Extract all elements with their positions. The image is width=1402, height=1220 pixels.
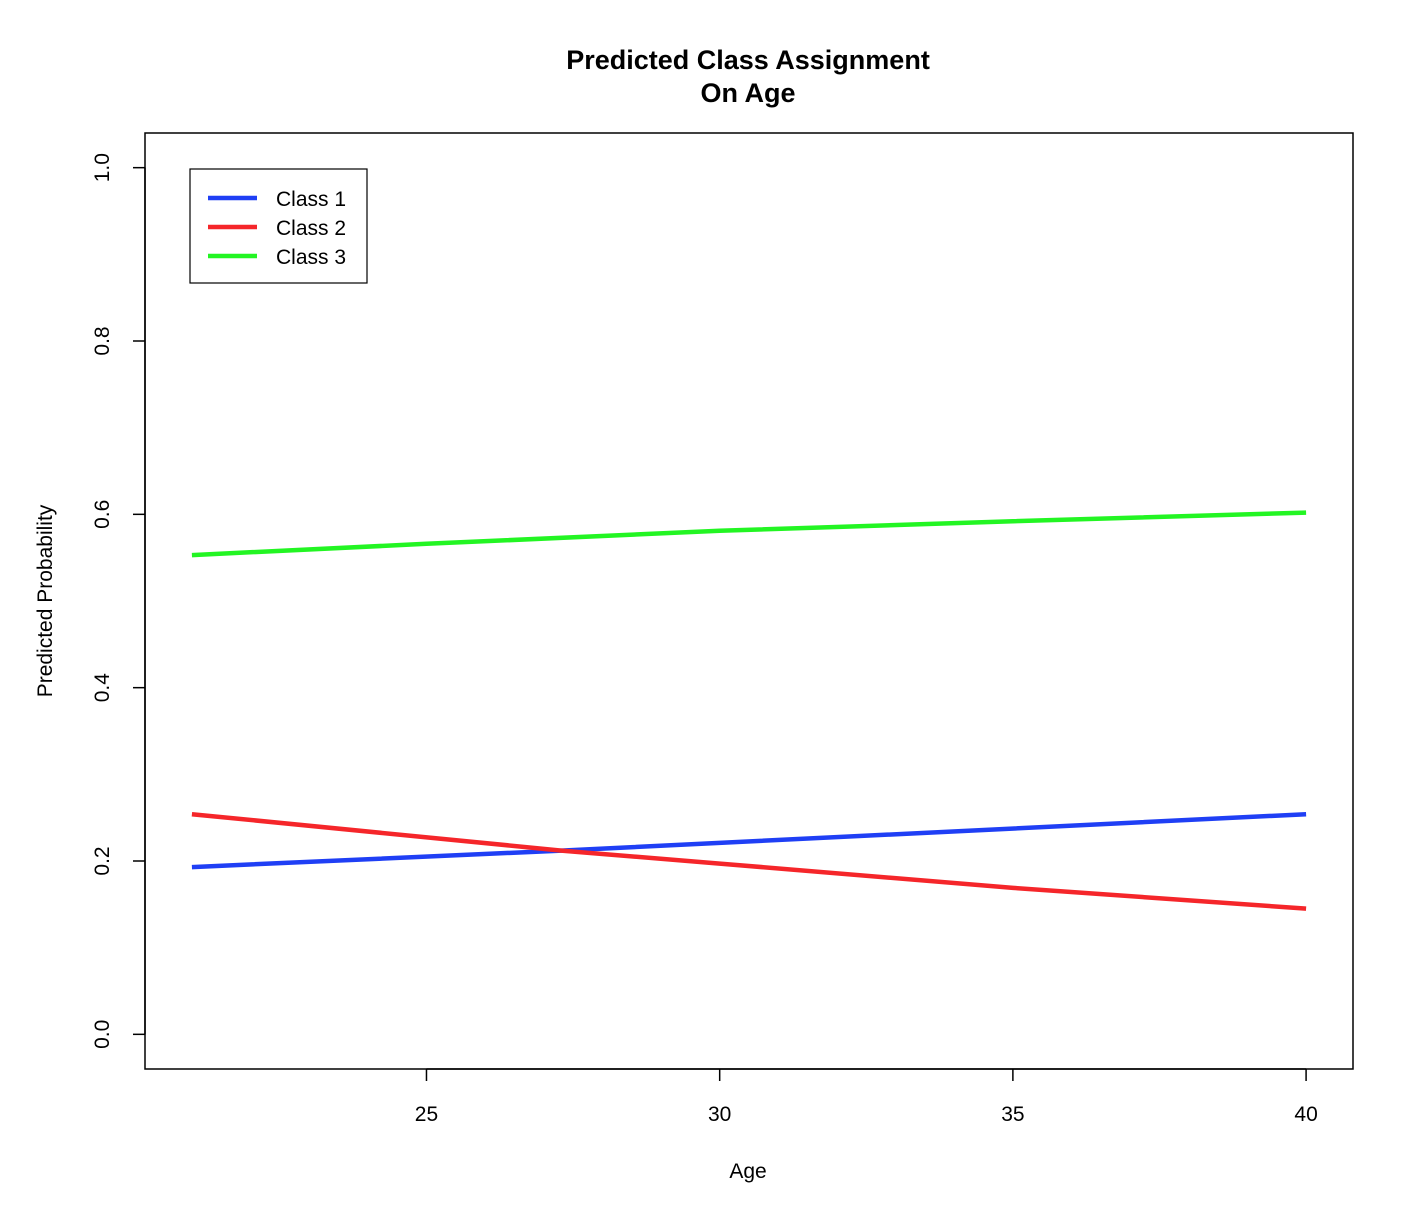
y-tick-label: 1.0 [91,153,114,182]
y-tick-label: 0.2 [91,846,114,875]
legend-label-class-2: Class 2 [276,217,346,240]
y-tick-label: 0.6 [91,500,114,529]
y-axis-label: Predicted Probability [34,504,57,697]
y-tick-label: 0.4 [91,673,114,703]
x-tick-label: 40 [1294,1103,1317,1126]
x-axis-label: Age [729,1160,766,1183]
legend-label-class-1: Class 1 [276,188,346,211]
chart-title-line-1: Predicted Class Assignment [566,45,930,75]
x-tick-label: 30 [708,1103,731,1126]
chart-title-line-2: On Age [700,78,795,108]
x-tick-label: 25 [415,1103,438,1126]
y-tick-label: 0.8 [91,326,114,355]
x-tick-label: 35 [1001,1103,1024,1126]
y-axis: 0.0 0.2 0.4 0.6 0.8 1.0 [91,153,146,1049]
series-line-class-2 [191,811,1307,911]
series-line-class-1 [191,811,1307,870]
series-layer [191,510,1307,911]
series-line-class-3 [191,510,1307,558]
y-tick-label: 0.0 [91,1020,114,1049]
legend-label-class-3: Class 3 [276,246,346,269]
x-axis: 25 30 35 40 [415,1068,1318,1126]
legend: Class 1 Class 2 Class 3 [189,168,368,284]
